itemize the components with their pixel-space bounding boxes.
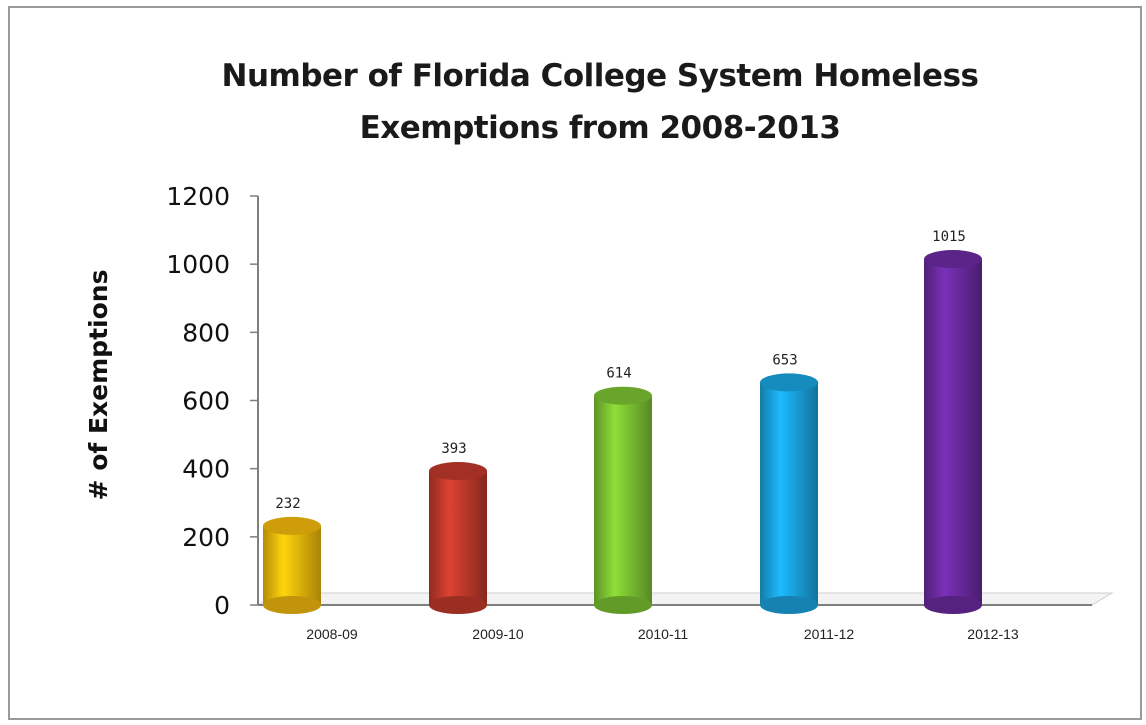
chart-title-line-2: Exemptions from 2008-2013 <box>359 110 841 146</box>
y-tick-label: 200 <box>182 523 230 552</box>
bar-top <box>263 516 321 535</box>
x-tick-label: 2008-09 <box>306 626 358 642</box>
x-tick-label: 2010-11 <box>638 626 689 642</box>
bar-top <box>594 386 652 405</box>
y-tick-label: 1000 <box>166 250 230 279</box>
chart-title-line-1: Number of Florida College System Homeles… <box>221 58 979 94</box>
y-tick-label: 0 <box>214 591 230 620</box>
x-tick-label: 2012-13 <box>967 626 1019 642</box>
bar-top <box>924 250 982 269</box>
bar-2009-10 <box>429 462 487 614</box>
bar-body <box>760 382 818 605</box>
bar-body <box>924 259 982 605</box>
y-tick-label: 600 <box>182 387 230 416</box>
data-label: 653 <box>772 352 797 368</box>
bar-2012-13 <box>924 250 982 614</box>
data-label: 232 <box>275 496 300 512</box>
bar-2011-12 <box>760 373 818 614</box>
data-label: 1015 <box>932 229 966 245</box>
bar-2010-11 <box>594 386 652 614</box>
bar-base <box>594 596 652 614</box>
y-tick-label: 800 <box>182 318 230 347</box>
bar-body <box>594 395 652 605</box>
bar-body <box>263 525 321 605</box>
data-label: 614 <box>606 366 631 382</box>
bar-top <box>429 462 487 481</box>
data-label: 393 <box>441 441 466 457</box>
bar-top <box>760 373 818 392</box>
y-tick-label: 1200 <box>166 182 230 211</box>
x-tick-label: 2009-10 <box>472 626 524 642</box>
bar-base <box>924 596 982 614</box>
bar-2008-09 <box>263 516 321 614</box>
bar-base <box>263 596 321 614</box>
y-tick-label: 400 <box>182 455 230 484</box>
bar-base <box>429 596 487 614</box>
y-axis-label: # of Exemptions <box>84 270 113 501</box>
bar-base <box>760 596 818 614</box>
x-tick-label: 2011-12 <box>804 626 855 642</box>
bar-body <box>429 471 487 605</box>
chart-floor <box>256 592 1114 606</box>
